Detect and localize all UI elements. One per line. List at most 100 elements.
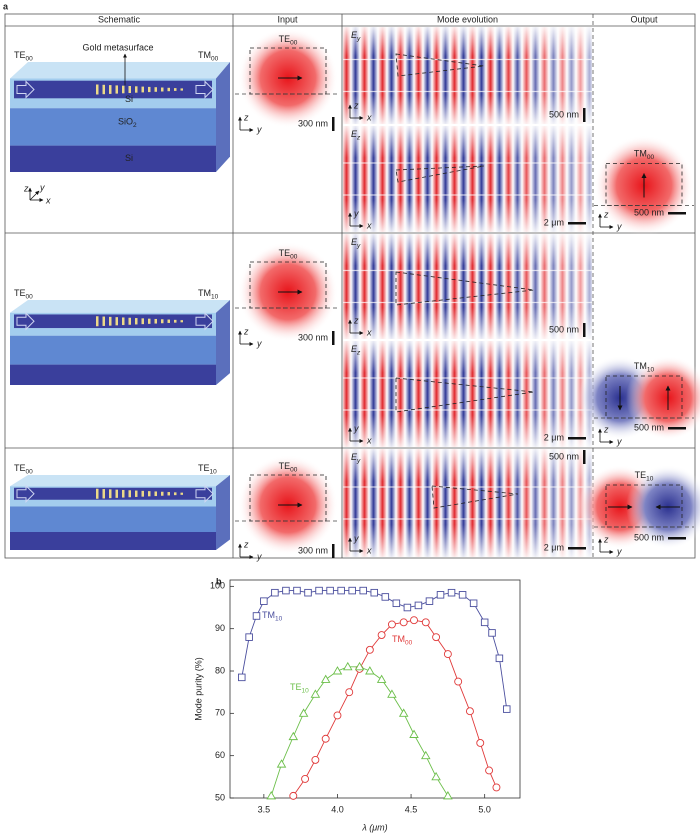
- axis-letter: y: [353, 423, 359, 433]
- scale-label: 500 nm: [549, 324, 579, 334]
- marker: [310, 689, 321, 698]
- scale-bar: [668, 427, 686, 430]
- mode-label-sub: 00: [647, 154, 655, 161]
- scale-label: 300 nm: [298, 332, 328, 342]
- marker: [443, 650, 452, 659]
- field-label-sub: y: [356, 457, 361, 464]
- slab-side: [216, 475, 230, 550]
- series-label-sub: 10: [302, 687, 310, 694]
- mode-label-main: TM: [634, 149, 647, 159]
- axis-letter: x: [366, 435, 372, 445]
- field-lobe: [626, 356, 700, 440]
- field-label-main: E: [351, 452, 358, 462]
- axis-letter: x: [366, 327, 372, 337]
- nano-bar: [128, 317, 131, 325]
- marker: [381, 593, 390, 601]
- metasurface-outline: [395, 271, 535, 306]
- nano-bar: [102, 316, 105, 326]
- waveguide-outline: [249, 474, 327, 522]
- marker: [488, 629, 496, 637]
- mode-label-sub: 10: [646, 475, 654, 482]
- scale-bar: [583, 450, 586, 464]
- marker: [260, 597, 268, 605]
- column-header: Input: [277, 14, 298, 24]
- marker: [298, 708, 309, 717]
- scale-bar: [568, 222, 586, 225]
- nano-bar: [141, 490, 144, 497]
- mode-arrow: [195, 80, 214, 99]
- axis-letter: y: [353, 533, 359, 543]
- marker: [432, 633, 441, 642]
- nano-bar: [167, 319, 170, 323]
- input-mode-label-sub: 00: [26, 468, 34, 475]
- field-label-sub: z: [356, 134, 361, 141]
- nano-bar: [102, 84, 105, 95]
- nano-bar: [167, 492, 170, 496]
- nano-bar: [122, 85, 125, 94]
- marker: [409, 729, 419, 738]
- scale-bar: [668, 537, 686, 540]
- marker: [354, 661, 365, 671]
- marker: [238, 673, 246, 682]
- marker: [321, 734, 330, 743]
- marker: [301, 775, 310, 783]
- nano-bar: [174, 88, 177, 91]
- marker: [392, 599, 401, 608]
- axis-letter: x: [366, 545, 372, 555]
- axis-letter: z: [23, 183, 29, 193]
- nano-bar: [115, 317, 118, 326]
- x-tick-label: 3.5: [258, 804, 271, 814]
- metasurface-label: Gold metasurface: [82, 42, 153, 52]
- marker: [431, 771, 441, 781]
- nano-bar: [180, 492, 183, 495]
- nano-bar: [148, 491, 151, 497]
- marker: [271, 588, 279, 597]
- nano-bar: [135, 490, 138, 497]
- axis-letter: z: [353, 315, 359, 325]
- layer-label-sub: 2: [133, 122, 137, 129]
- nano-bar: [154, 318, 157, 324]
- series-label: TM00: [392, 634, 413, 646]
- marker: [315, 586, 323, 595]
- marker: [398, 708, 409, 717]
- marker: [503, 705, 511, 713]
- axis-letter: y: [256, 124, 262, 134]
- metasurface-outline: [395, 53, 485, 77]
- axis-letter: y: [39, 182, 45, 192]
- marker: [245, 633, 253, 641]
- nano-bar: [161, 87, 164, 92]
- marker: [387, 620, 396, 629]
- input-mode-label-sub: 00: [26, 55, 34, 62]
- substrate: [10, 364, 216, 385]
- marker: [495, 654, 504, 663]
- nano-bar: [167, 87, 170, 92]
- mode-label-main: TE: [635, 470, 647, 480]
- marker: [414, 601, 423, 610]
- field-label-sub: y: [356, 35, 361, 42]
- series-label-main: TM: [392, 634, 405, 644]
- output-mode-label-main: TM: [198, 50, 211, 60]
- mode-label-main: TE: [279, 248, 291, 258]
- waveguide-outline: [249, 261, 327, 309]
- marker: [311, 755, 320, 764]
- y-tick-label: 100: [210, 581, 225, 591]
- axis-letter: y: [256, 338, 262, 348]
- marker: [377, 631, 386, 639]
- x-axis-label: λ (μm): [361, 822, 387, 832]
- marker: [476, 739, 485, 747]
- oxide: [10, 108, 216, 146]
- mode-label: TE00: [279, 248, 298, 260]
- metasurface-outline: [395, 165, 485, 183]
- slab-side: [216, 62, 230, 172]
- field-label: Ey: [351, 30, 361, 42]
- scale-label: 300 nm: [298, 545, 328, 555]
- marker: [399, 618, 408, 627]
- scale-label: 500 nm: [549, 109, 579, 119]
- slab-top: [10, 475, 230, 487]
- field-label-main: E: [351, 30, 358, 40]
- metasurface-outline: [395, 377, 535, 413]
- marker: [276, 759, 287, 768]
- marker: [345, 688, 354, 697]
- scale-bar: [332, 544, 335, 558]
- scale-label: 500 nm: [634, 422, 664, 432]
